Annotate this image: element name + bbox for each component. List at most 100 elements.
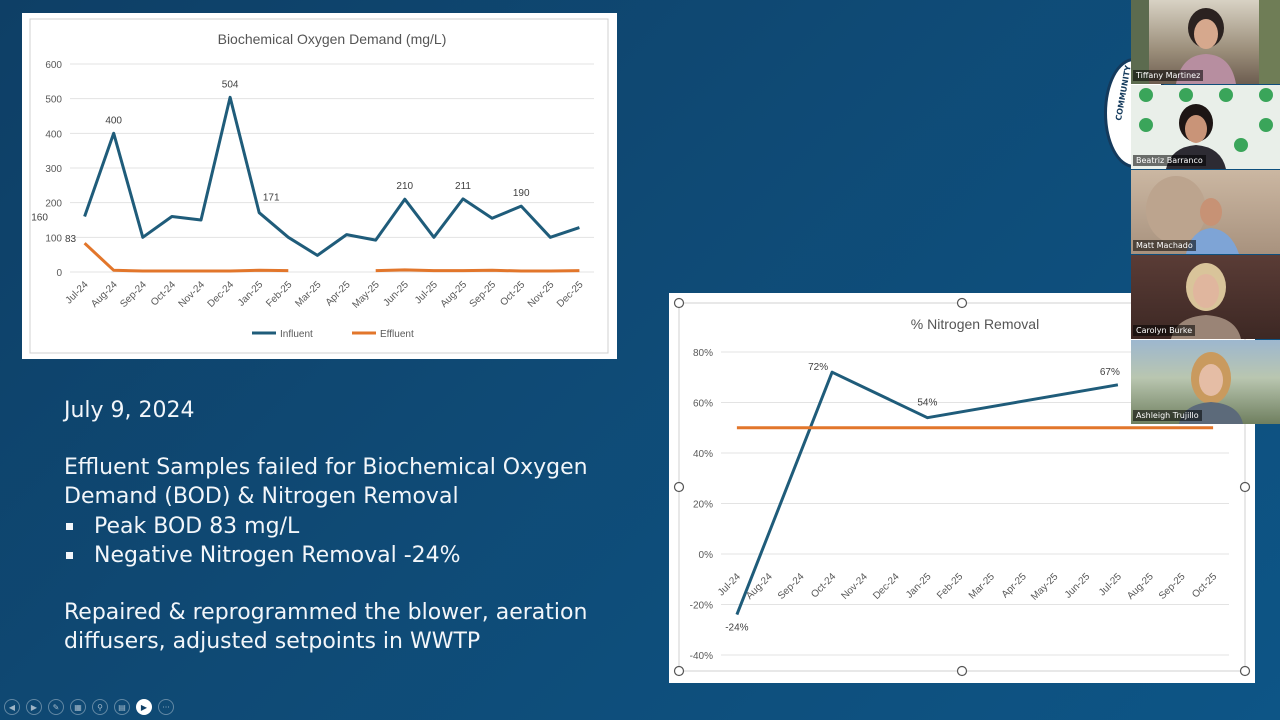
participant-name: Tiffany Martinez — [1133, 70, 1204, 81]
x-tick-label: May-25 — [1029, 571, 1061, 603]
participant-tile[interactable]: Tiffany Martinez — [1131, 0, 1280, 84]
x-tick-label: Jul-24 — [716, 571, 743, 598]
x-tick-label: Mar-25 — [967, 571, 997, 601]
x-tick-label: Oct-25 — [1190, 571, 1219, 600]
series-line — [83, 95, 580, 257]
pen-icon[interactable]: ✎ — [48, 699, 64, 715]
x-tick-label: Apr-25 — [324, 279, 353, 308]
presenter-toolbar: ◀ ▶ ✎ ▦ ⚲ ▤ ▶ ··· — [4, 699, 174, 715]
x-tick-label: Feb-25 — [264, 279, 294, 309]
bullet-square-icon — [66, 552, 73, 559]
y-tick-label: 100 — [45, 233, 62, 244]
resize-handle — [956, 297, 968, 309]
failed-statement: Effluent Samples failed for Biochemical … — [64, 455, 588, 509]
data-label: 67% — [1100, 367, 1120, 378]
slide-date: July 9, 2024 — [64, 398, 195, 423]
x-tick-label: Jan-25 — [236, 279, 266, 309]
y-tick-label: 200 — [45, 199, 62, 210]
y-tick-label: 0% — [699, 550, 714, 561]
data-label: 72% — [808, 362, 828, 373]
data-label: 210 — [396, 181, 413, 192]
x-tick-label: Oct-24 — [149, 279, 178, 308]
y-tick-label: 20% — [693, 500, 713, 511]
y-tick-label: 500 — [45, 95, 62, 106]
y-tick-label: 0 — [56, 268, 62, 279]
x-tick-label: Sep-24 — [118, 279, 149, 310]
y-tick-label: 60% — [693, 399, 713, 410]
bullet-text: Negative Nitrogen Removal -24% — [94, 543, 461, 568]
slides-icon[interactable]: ▦ — [70, 699, 86, 715]
x-tick-label: Oct-25 — [498, 279, 527, 308]
prev-icon[interactable]: ◀ — [4, 699, 20, 715]
x-tick-label: Jun-25 — [1063, 571, 1093, 601]
x-tick-label: Mar-25 — [293, 279, 323, 309]
camera-icon[interactable]: ▶ — [136, 699, 152, 715]
x-tick-label: Jul-25 — [413, 279, 440, 306]
series-line — [83, 242, 289, 273]
resize-handle — [1239, 481, 1251, 493]
data-label: 211 — [455, 181, 471, 192]
bullet-item: Peak BOD 83 mg/L — [64, 512, 461, 541]
participant-name: Carolyn Burke — [1133, 325, 1196, 336]
x-tick-label: Jun-25 — [381, 279, 411, 309]
x-tick-label: Nov-25 — [526, 279, 557, 310]
legend-label: Effluent — [380, 329, 414, 340]
zoom-icon[interactable]: ⚲ — [92, 699, 108, 715]
y-tick-label: -40% — [690, 651, 713, 662]
chart-frame — [29, 18, 609, 354]
next-icon[interactable]: ▶ — [26, 699, 42, 715]
chart-title: % Nitrogen Removal — [911, 316, 1039, 332]
x-tick-label: May-25 — [350, 279, 382, 311]
bod-chart-panel: Biochemical Oxygen Demand (mg/L) 0 100 200 3… — [22, 13, 617, 359]
bullet-square-icon — [66, 523, 73, 530]
data-label: 190 — [513, 188, 530, 199]
series-line — [375, 268, 580, 273]
resize-handle — [673, 297, 685, 309]
participant-tile[interactable]: Carolyn Burke — [1131, 255, 1280, 339]
series-line — [735, 370, 1119, 616]
x-tick-label: Dec-24 — [206, 279, 237, 310]
bullet-list: Peak BOD 83 mg/L Negative Nitrogen Remov… — [64, 512, 461, 570]
bod-chart: Biochemical Oxygen Demand (mg/L) 0 100 200 3… — [29, 18, 609, 354]
x-tick-label: Jan-25 — [904, 571, 934, 601]
bullet-text: Peak BOD 83 mg/L — [94, 514, 300, 539]
x-tick-label: Jul-24 — [64, 279, 91, 306]
y-tick-label: 600 — [45, 60, 62, 71]
more-icon[interactable]: ··· — [158, 699, 174, 715]
logo-text: COMMUNITY — [1114, 64, 1133, 121]
x-tick-label: Nov-24 — [839, 571, 870, 602]
participant-name: Ashleigh Trujillo — [1133, 410, 1202, 421]
resize-handle — [673, 481, 685, 493]
data-label: 54% — [917, 398, 937, 409]
resize-handle — [1239, 665, 1251, 677]
x-tick-label: Aug-24 — [89, 279, 120, 310]
data-label: 400 — [105, 115, 122, 126]
data-label: 160 — [31, 213, 48, 224]
participant-name: Beatriz Barranco — [1133, 155, 1206, 166]
data-label: 504 — [222, 79, 239, 90]
participant-video — [1146, 176, 1239, 254]
participant-tile[interactable]: Ashleigh Trujillo — [1131, 340, 1280, 424]
x-tick-label: Aug-25 — [1125, 571, 1156, 602]
x-tick-label: Aug-25 — [439, 279, 470, 310]
legend-label: Influent — [280, 329, 313, 340]
x-tick-label: Apr-25 — [1000, 571, 1029, 600]
y-tick-label: -20% — [690, 601, 713, 612]
x-tick-label: Sep-25 — [1157, 571, 1188, 602]
y-tick-label: 40% — [693, 449, 713, 460]
data-label: -24% — [725, 623, 748, 634]
resize-handle — [956, 665, 968, 677]
x-tick-label: Oct-24 — [809, 571, 838, 600]
participant-tile[interactable]: Beatriz Barranco — [1131, 85, 1280, 169]
x-tick-label: Nov-24 — [177, 279, 208, 310]
y-tick-label: 300 — [45, 164, 62, 175]
bullet-item: Negative Nitrogen Removal -24% — [64, 541, 461, 570]
y-tick-label: 80% — [693, 348, 713, 359]
x-tick-label: Sep-24 — [776, 571, 807, 602]
data-label: 83 — [65, 234, 77, 245]
repair-statement: Repaired & reprogrammed the blower, aera… — [64, 600, 588, 654]
x-tick-label: Dec-25 — [555, 279, 586, 310]
nitrogen-chart: % Nitrogen Removal -40% -20% 0% 20% 40% 60% 80%… — [673, 297, 1251, 677]
subtitles-icon[interactable]: ▤ — [114, 699, 130, 715]
participant-tile[interactable]: Matt Machado — [1131, 170, 1280, 254]
